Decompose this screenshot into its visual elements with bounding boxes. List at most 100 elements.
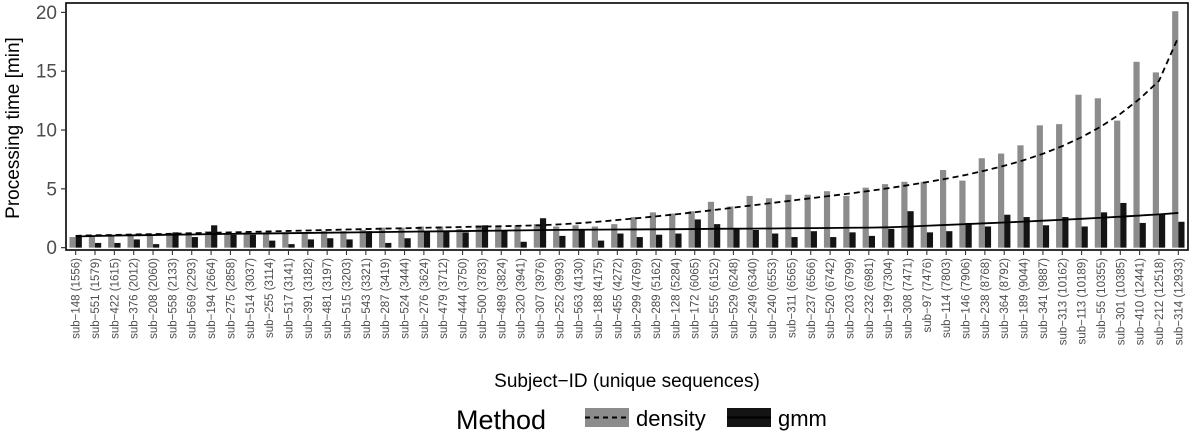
bar-gmm-5 bbox=[172, 232, 179, 248]
x-tick-label-19: sub−479 (3712) bbox=[438, 258, 450, 339]
bar-density-50 bbox=[1036, 125, 1043, 248]
bar-density-17 bbox=[398, 227, 405, 248]
x-tick-label-16: sub−287 (3419) bbox=[380, 258, 392, 339]
x-tick-label-45: sub−114 (7803) bbox=[941, 258, 953, 338]
bar-density-9 bbox=[243, 232, 250, 248]
bar-gmm-50 bbox=[1042, 225, 1050, 248]
trend-layer bbox=[75, 36, 1180, 238]
bar-gmm-12 bbox=[307, 239, 314, 248]
bar-density-27 bbox=[591, 226, 598, 248]
bar-density-5 bbox=[166, 233, 173, 248]
x-tick-label-39: sub−520 (6742) bbox=[825, 258, 837, 339]
y-axis-title: Processing time [min] bbox=[3, 37, 24, 219]
legend-title: Method bbox=[456, 405, 546, 435]
bar-density-53 bbox=[1094, 98, 1101, 248]
x-tick-label-54: sub−301 (10385) bbox=[1115, 258, 1127, 345]
bar-gmm-33 bbox=[714, 224, 721, 248]
x-tick-label-36: sub−240 (6553) bbox=[767, 258, 779, 339]
bar-gmm-6 bbox=[191, 237, 198, 248]
bar-gmm-20 bbox=[462, 232, 469, 248]
bar-gmm-41 bbox=[868, 235, 875, 248]
bar-density-37 bbox=[785, 194, 792, 248]
bar-gmm-24 bbox=[539, 218, 547, 248]
y-tick-label-20: 20 bbox=[36, 3, 57, 24]
bar-gmm-30 bbox=[656, 234, 663, 248]
bar-density-29 bbox=[630, 217, 637, 248]
bar-gmm-45 bbox=[946, 231, 953, 248]
bar-density-16 bbox=[379, 227, 386, 248]
legend-label-density: density bbox=[636, 406, 706, 431]
x-tick-label-22: sub−489 (3824) bbox=[496, 258, 508, 339]
x-tick-label-21: sub−500 (3783) bbox=[477, 258, 489, 339]
x-tick-label-38: sub−237 (6566) bbox=[806, 258, 818, 339]
bar-density-52 bbox=[1075, 94, 1082, 248]
bar-gmm-26 bbox=[578, 230, 585, 248]
x-tick-label-9: sub−514 (3037) bbox=[245, 258, 257, 339]
legend: Method density gmm bbox=[456, 405, 827, 435]
bar-gmm-51 bbox=[1062, 217, 1069, 248]
bar-gmm-18 bbox=[423, 231, 431, 248]
x-tick-label-3: sub−376 (2012) bbox=[129, 258, 141, 339]
x-tick-label-8: sub−275 (2858) bbox=[225, 258, 237, 339]
bar-density-19 bbox=[437, 226, 444, 248]
x-tick-label-43: sub−308 (7471) bbox=[903, 258, 915, 339]
bar-gmm-10 bbox=[269, 240, 276, 248]
x-tick-label-10: sub−255 (3114) bbox=[264, 258, 276, 338]
x-tick-label-30: sub−289 (5162) bbox=[651, 258, 663, 339]
bar-gmm-14 bbox=[346, 239, 353, 248]
x-tick-label-51: sub−313 (10162) bbox=[1057, 258, 1069, 345]
bar-gmm-25 bbox=[559, 235, 566, 248]
bar-density-7 bbox=[204, 231, 212, 248]
x-tick-label-33: sub−555 (6152) bbox=[709, 258, 721, 339]
x-tick-label-23: sub−320 (3941) bbox=[516, 258, 528, 339]
bar-density-56 bbox=[1152, 72, 1159, 248]
x-tick-label-2: sub−422 (1615) bbox=[109, 258, 121, 339]
bar-gmm-46 bbox=[965, 222, 972, 248]
bar-density-4 bbox=[146, 234, 154, 248]
bar-density-28 bbox=[611, 224, 618, 248]
bar-gmm-8 bbox=[230, 234, 237, 248]
bar-gmm-35 bbox=[752, 230, 759, 248]
bar-layer bbox=[69, 11, 1185, 248]
x-tick-label-25: sub−252 (3993) bbox=[554, 258, 566, 339]
x-tick-label-55: sub−410 (12441) bbox=[1135, 258, 1147, 345]
bar-density-55 bbox=[1133, 61, 1140, 248]
x-tick-label-15: sub−543 (3321) bbox=[361, 258, 373, 339]
bar-gmm-38 bbox=[810, 231, 817, 248]
bar-gmm-2 bbox=[114, 242, 121, 248]
bar-gmm-11 bbox=[288, 244, 295, 248]
bar-density-46 bbox=[959, 180, 966, 248]
bar-density-14 bbox=[340, 231, 347, 248]
x-axis: sub−148 (1556) sub−551 (1579) sub−422 (161… bbox=[71, 250, 1185, 345]
bar-density-39 bbox=[823, 191, 831, 248]
x-tick-label-4: sub−208 (2060) bbox=[148, 258, 160, 339]
x-tick-label-40: sub−203 (6799) bbox=[844, 258, 856, 339]
x-tick-label-7: sub−194 (2664) bbox=[206, 258, 218, 339]
bar-gmm-23 bbox=[520, 241, 527, 248]
x-tick-label-37: sub−311 (6565) bbox=[786, 258, 798, 338]
bar-density-24 bbox=[533, 224, 540, 248]
legend-key-density bbox=[585, 408, 629, 427]
bar-gmm-52 bbox=[1081, 226, 1088, 248]
bar-density-8 bbox=[224, 233, 231, 248]
bar-density-10 bbox=[262, 232, 270, 248]
bar-density-2 bbox=[108, 235, 115, 248]
x-tick-label-5: sub−558 (2133) bbox=[167, 258, 179, 339]
bar-density-47 bbox=[978, 158, 985, 248]
x-tick-label-13: sub−481 (3197) bbox=[322, 258, 334, 339]
bar-gmm-44 bbox=[926, 232, 934, 248]
bar-density-20 bbox=[456, 228, 463, 248]
x-tick-label-26: sub−563 (4130) bbox=[574, 258, 586, 339]
bar-density-21 bbox=[475, 225, 482, 248]
bar-gmm-15 bbox=[365, 231, 373, 248]
x-tick-label-53: sub−55 (10355) bbox=[1096, 258, 1108, 339]
x-tick-label-1: sub−551 (1579) bbox=[90, 258, 102, 339]
bar-density-26 bbox=[572, 225, 579, 248]
bar-density-35 bbox=[746, 195, 753, 248]
bar-gmm-48 bbox=[1004, 214, 1011, 248]
legend-key-gmm bbox=[727, 408, 771, 427]
x-tick-label-32: sub−172 (6065) bbox=[690, 258, 702, 339]
x-tick-label-12: sub−391 (3182) bbox=[303, 258, 315, 339]
bar-density-22 bbox=[495, 225, 502, 248]
